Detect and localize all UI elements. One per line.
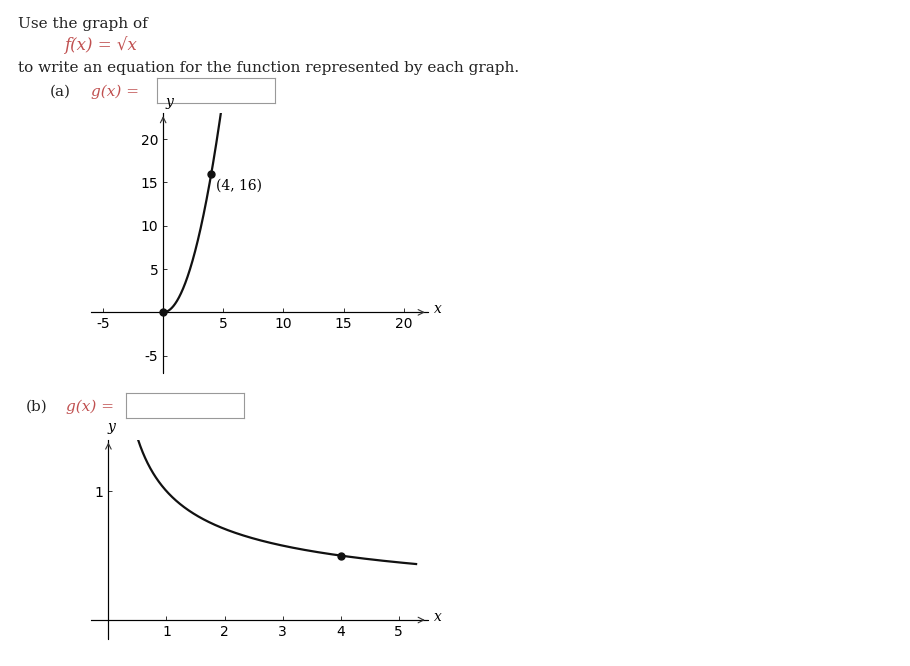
Text: (a): (a) [50,85,71,99]
Text: (4, 16): (4, 16) [216,178,262,192]
Text: f(x) = √x: f(x) = √x [64,37,136,55]
Text: x: x [433,611,441,625]
Text: to write an equation for the function represented by each graph.: to write an equation for the function re… [18,61,520,75]
Text: g(x) =: g(x) = [91,85,139,99]
Text: (b): (b) [25,400,47,414]
Text: g(x) =: g(x) = [66,400,114,414]
Text: Use the graph of: Use the graph of [18,17,148,31]
Text: x: x [434,302,441,316]
Text: y: y [166,95,173,109]
Text: y: y [107,420,116,434]
